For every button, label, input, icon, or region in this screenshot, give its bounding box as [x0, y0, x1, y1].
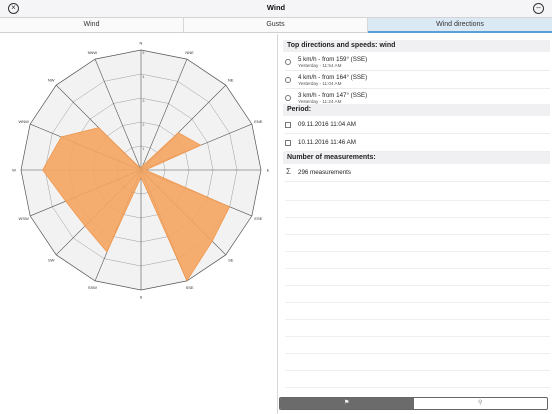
direction-label: SW	[48, 257, 55, 262]
flag-icon[interactable]: ⚑	[280, 398, 414, 409]
direction-label: NNW	[88, 50, 98, 55]
period-end: 10.11.2016 11:46 AM	[298, 139, 356, 146]
ring-label: 5	[143, 51, 145, 55]
bicycle-icon[interactable]: ⚲	[478, 400, 483, 406]
list-item: 4 km/h - from 164° (SSE) Yesterday - 11:…	[285, 71, 550, 89]
top-item-time: Yesterday - 11:04 AM	[298, 81, 342, 86]
direction-label: WSW	[19, 216, 29, 221]
direction-label: SSE	[186, 285, 194, 290]
rose-spoke	[140, 59, 188, 171]
measurements-count: 296 measurements	[298, 169, 351, 176]
top-item-main: 5 km/h - from 159° (SSE)	[298, 56, 368, 63]
direction-label: ESE	[254, 216, 262, 221]
calendar-icon	[285, 140, 291, 146]
details-pane: Top directions and speeds: wind 5 km/h -…	[279, 34, 552, 414]
divider	[285, 234, 550, 235]
period-start: 09.11.2016 11:04 AM	[298, 121, 356, 128]
list-item: 5 km/h - from 159° (SSE) Yesterday - 11:…	[285, 53, 550, 71]
divider	[285, 336, 550, 337]
sigma-icon: Σ	[286, 167, 291, 176]
direction-label: ENE	[254, 119, 263, 124]
top-directions-heading: Top directions and speeds: wind	[283, 40, 550, 52]
wind-rose-pane: N NNE NE ENE E ESE SE SSE S SSW SW WSW W WNW NW NNW 1 2 3 4…	[0, 34, 278, 414]
direction-label: NW	[48, 78, 55, 83]
measurements-heading: Number of measurements:	[283, 152, 550, 164]
divider	[285, 319, 550, 320]
ring-label: 1	[143, 147, 145, 151]
direction-label: NNE	[185, 50, 194, 55]
period-end-row: 10.11.2016 11:46 AM	[285, 134, 550, 152]
divider	[285, 302, 550, 303]
direction-label: SSW	[88, 285, 97, 290]
direction-label: N	[140, 41, 143, 46]
rose-data-area	[42, 127, 231, 282]
divider	[285, 285, 550, 286]
tab-gusts[interactable]: Gusts	[184, 18, 368, 33]
tab-wind[interactable]: Wind	[0, 18, 184, 33]
clock-icon	[285, 77, 291, 83]
direction-label: E	[267, 168, 270, 173]
divider	[285, 370, 550, 371]
direction-label: W	[12, 168, 16, 173]
direction-label: S	[140, 295, 143, 300]
more-icon[interactable]: –	[533, 3, 544, 14]
close-icon[interactable]: ×	[8, 3, 19, 14]
measurements-row: Σ 296 measurements	[285, 164, 550, 182]
top-item-time: Yesterday - 11:54 AM	[298, 63, 342, 68]
divider	[285, 268, 550, 269]
top-item-time: Yesterday - 11:24 AM	[298, 99, 342, 104]
view-toggle: ⚑ ⚲	[279, 397, 548, 410]
ring-label: 4	[143, 75, 145, 79]
divider	[285, 353, 550, 354]
period-heading: Period:	[283, 104, 550, 116]
divider	[285, 200, 550, 201]
calendar-icon	[285, 122, 291, 128]
tab-bar: Wind Gusts Wind directions	[0, 18, 552, 33]
direction-label: SE	[228, 257, 234, 262]
direction-label: NE	[228, 78, 234, 83]
direction-label: WNW	[18, 119, 29, 124]
window-title: Wind	[266, 3, 286, 12]
divider	[285, 217, 550, 218]
wind-rose-chart: N NNE NE ENE E ESE SE SSE S SSW SW WSW W WNW NW NNW 1 2 3 4…	[12, 41, 270, 300]
top-item-main: 3 km/h - from 147° (SSE)	[298, 92, 368, 99]
ring-label: 2	[143, 123, 145, 127]
period-start-row: 09.11.2016 11:04 AM	[285, 116, 550, 134]
clock-icon	[285, 59, 291, 65]
rose-spoke	[94, 59, 142, 171]
tab-wind-directions[interactable]: Wind directions	[368, 18, 552, 33]
top-item-main: 4 km/h - from 164° (SSE)	[298, 74, 368, 81]
divider	[285, 251, 550, 252]
title-bar: × Wind –	[0, 0, 552, 18]
clock-icon	[285, 95, 291, 101]
ring-label: 3	[143, 99, 145, 103]
divider	[285, 387, 550, 388]
